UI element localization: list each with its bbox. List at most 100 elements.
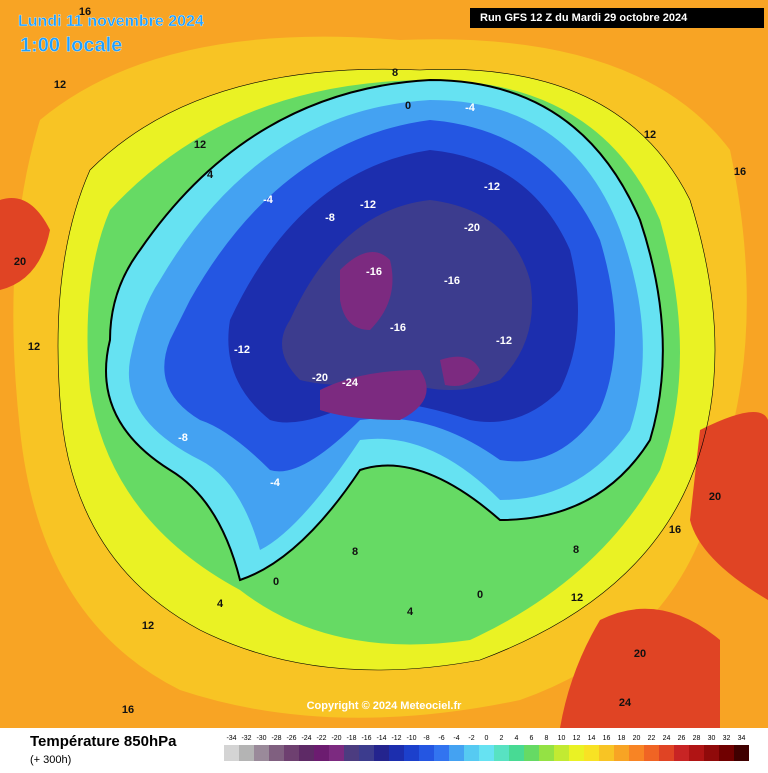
contour-label: 4 xyxy=(217,598,224,610)
scale-swatch xyxy=(554,745,569,761)
contour-label: 8 xyxy=(392,67,398,79)
scale-swatch xyxy=(389,745,404,761)
contour-label: -20 xyxy=(464,222,480,234)
contour-label: 4 xyxy=(407,606,414,618)
scale-swatch xyxy=(329,745,344,761)
scale-label: -24 xyxy=(301,735,311,742)
scale-label: -4 xyxy=(453,735,459,742)
copyright: Copyright © 2024 Meteociel.fr xyxy=(307,700,463,712)
contour-label: -16 xyxy=(444,275,460,287)
contour-label: -12 xyxy=(360,199,376,211)
color-scale: -34 -32 -30 -28 -26 -24 -22 -20 -18 -16 -14 -12 -10-… xyxy=(224,735,749,761)
contour-label: 24 xyxy=(619,697,632,709)
scale-swatch xyxy=(614,745,629,761)
contour-label: 0 xyxy=(477,589,483,601)
scale-swatch xyxy=(599,745,614,761)
run-box xyxy=(470,8,764,28)
contour-label: 16 xyxy=(79,6,91,18)
scale-label: -34 xyxy=(226,735,236,742)
scale-label: -10 xyxy=(406,735,416,742)
scale-swatch xyxy=(719,745,734,761)
scale-label: 8 xyxy=(545,735,549,742)
scale-label: 2 xyxy=(500,735,504,742)
scale-label: 20 xyxy=(633,735,641,742)
scale-swatch xyxy=(254,745,269,761)
scale-label: -18 xyxy=(346,735,356,742)
contour-label: -16 xyxy=(390,322,406,334)
contour-label: -12 xyxy=(234,344,250,356)
scale-label: 30 xyxy=(708,735,716,742)
time: 1:00 locale xyxy=(20,34,122,56)
scale-label: 10 xyxy=(558,735,566,742)
scale-swatch xyxy=(494,745,509,761)
scale-label: 12 xyxy=(573,735,581,742)
scale-swatch xyxy=(344,745,359,761)
scale-label: -28 xyxy=(271,735,281,742)
scale-label: -6 xyxy=(438,735,444,742)
scale-label: 24 xyxy=(663,735,671,742)
scale-swatch xyxy=(734,745,749,761)
scale-label: 14 xyxy=(588,735,596,742)
scale-swatch xyxy=(569,745,584,761)
footer-title: Température 850hPa xyxy=(30,733,177,750)
run: Run GFS 12 Z du Mardi 29 octobre 2024 xyxy=(480,12,688,24)
contour-label: -12 xyxy=(496,335,512,347)
scale-label: 4 xyxy=(515,735,519,742)
scale-label: 6 xyxy=(530,735,534,742)
contour-label: -16 xyxy=(366,266,382,278)
contour-label: -24 xyxy=(342,377,359,389)
scale-label: -8 xyxy=(423,735,429,742)
scale-label: -32 xyxy=(241,735,251,742)
scale-swatch xyxy=(659,745,674,761)
scale-label: 34 xyxy=(738,735,746,742)
contour-label: 16 xyxy=(122,704,134,716)
map xyxy=(0,0,768,728)
contour-label: -8 xyxy=(325,212,335,224)
scale-label: -26 xyxy=(286,735,296,742)
scale-swatch xyxy=(404,745,419,761)
contour-label: 0 xyxy=(273,576,279,588)
scale-label: 0 xyxy=(485,735,489,742)
contour-label: -12 xyxy=(484,181,500,193)
scale-label: 32 xyxy=(723,735,731,742)
contour-label: 12 xyxy=(28,341,40,353)
scale-label: -14 xyxy=(376,735,386,742)
contour-label: 20 xyxy=(14,256,26,268)
scale-label: -22 xyxy=(316,735,326,742)
scale-swatch xyxy=(584,745,599,761)
contour-label: -4 xyxy=(270,477,281,489)
scale-swatch xyxy=(464,745,479,761)
scale-label: 16 xyxy=(603,735,611,742)
scale-swatch xyxy=(539,745,554,761)
contour-label: 12 xyxy=(644,129,656,141)
scale-swatch xyxy=(434,745,449,761)
footer-lead: (+ 300h) xyxy=(30,754,71,766)
contour-label: 4 xyxy=(207,169,214,181)
contour-label: 12 xyxy=(54,79,66,91)
scale-swatch xyxy=(269,745,284,761)
scale-swatch xyxy=(284,745,299,761)
scale-swatch xyxy=(239,745,254,761)
scale-swatch xyxy=(509,745,524,761)
scale-swatch xyxy=(704,745,719,761)
scale-label: -20 xyxy=(331,735,341,742)
scale-swatch xyxy=(299,745,314,761)
scale-swatch xyxy=(359,745,374,761)
scale-swatch xyxy=(374,745,389,761)
scale-swatch xyxy=(644,745,659,761)
contour-label: -4 xyxy=(465,102,476,114)
scale-label: -12 xyxy=(391,735,401,742)
scale-label: 18 xyxy=(618,735,626,742)
contour-label: 16 xyxy=(669,524,681,536)
scale-label: 26 xyxy=(678,735,686,742)
scale-swatch xyxy=(224,745,239,761)
scale-swatch xyxy=(419,745,434,761)
contour-label: 8 xyxy=(352,546,358,558)
scale-label: -30 xyxy=(256,735,266,742)
scale-swatch xyxy=(314,745,329,761)
scale-swatch xyxy=(449,745,464,761)
contour-label: 12 xyxy=(194,139,206,151)
scale-swatch xyxy=(524,745,539,761)
contour-label: 8 xyxy=(573,544,579,556)
